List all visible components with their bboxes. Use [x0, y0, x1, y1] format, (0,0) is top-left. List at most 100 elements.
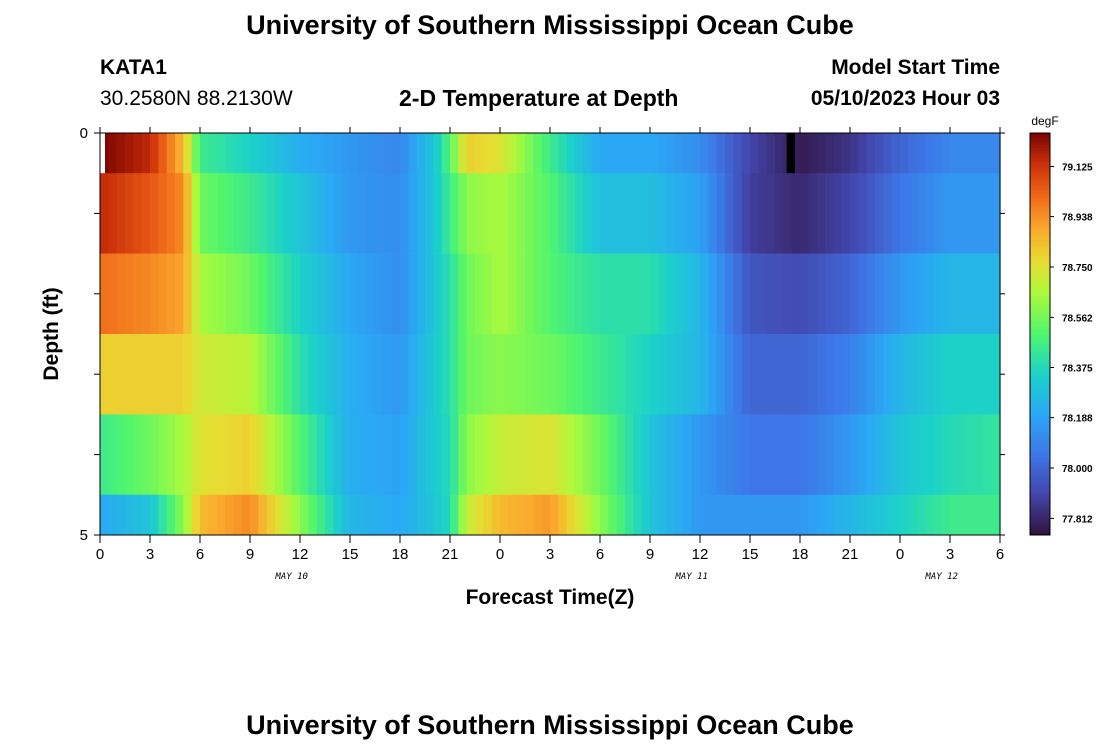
heatmap-cell [950, 494, 959, 536]
heatmap-cell [358, 414, 368, 496]
heatmap-cell [683, 173, 693, 254]
heatmap-cell [691, 253, 701, 335]
heatmap-cell [975, 173, 984, 254]
heatmap-cell [383, 334, 393, 415]
heatmap-cell [341, 253, 351, 335]
heatmap-cell [575, 173, 584, 254]
heatmap-cell [616, 414, 626, 496]
colorbar-swatch [1030, 276, 1050, 280]
heatmap-cell [416, 414, 426, 496]
colorbar-swatch [1030, 185, 1050, 189]
colorbar-swatch [1030, 467, 1050, 471]
heatmap-cell [258, 173, 268, 254]
heatmap-cell [425, 173, 434, 254]
heatmap-cell [400, 253, 409, 335]
heatmap-cell [241, 494, 251, 536]
heatmap-cell [575, 494, 584, 536]
heatmap-cell [950, 253, 959, 335]
heatmap-cell [608, 494, 618, 536]
heatmap-cell [141, 173, 151, 254]
colorbar-swatch [1030, 379, 1050, 383]
colorbar-swatch [1030, 268, 1050, 272]
heatmap-cell [466, 133, 476, 174]
heatmap-cell [775, 334, 784, 415]
colorbar-frame [1029, 132, 1051, 536]
heatmap-cell [966, 494, 976, 536]
heatmap-cell [158, 173, 168, 254]
heatmap-cell [391, 133, 401, 174]
heatmap-cell [175, 173, 184, 254]
heatmap-cell [175, 133, 184, 174]
heatmap-cell [150, 253, 159, 335]
heatmap-cell [991, 173, 1001, 254]
heatmap-cell [908, 414, 918, 496]
colorbar-swatch [1030, 351, 1050, 355]
heatmap-cell [708, 414, 718, 496]
heatmap-cell [791, 414, 801, 496]
heatmap-cell [816, 334, 826, 415]
heatmap-cell [658, 253, 668, 335]
temperature-heatmap-chart: 0 3 6 9 12 15 18 21 0 3 6 9 12 15 18 21 0 3 6 MAY 10 MAY 11 M… [40, 114, 1093, 609]
heatmap-cell [441, 133, 451, 174]
heatmap-cell [525, 494, 534, 536]
colorbar-swatch [1030, 381, 1050, 385]
heatmap-cell [908, 173, 918, 254]
heatmap-cell [725, 133, 734, 174]
heatmap-cell [458, 494, 468, 536]
heatmap-cell [700, 253, 709, 335]
heatmap-cell [766, 133, 776, 174]
heatmap-cell [383, 253, 393, 335]
heatmap-cell [858, 414, 868, 496]
heatmap-cell [908, 334, 918, 415]
heatmap-cell [633, 334, 643, 415]
heatmap-cell [383, 494, 393, 536]
heatmap-cell [575, 414, 584, 496]
heatmap-cell [875, 133, 884, 174]
heatmap-cell [933, 334, 943, 415]
heatmap-cell [550, 173, 559, 254]
colorbar-swatch [1030, 193, 1050, 197]
heatmap-cell [983, 334, 993, 415]
colorbar-swatch [1030, 145, 1050, 149]
heatmap-cell [200, 173, 209, 254]
heatmap-cell [875, 494, 884, 536]
colorbar-label: 78.562 [1062, 313, 1093, 324]
heatmap-cell [350, 414, 359, 496]
colorbar-swatch [1030, 316, 1050, 320]
heatmap-cell [716, 334, 726, 415]
heatmap-cell [458, 414, 468, 496]
heatmap-cell [225, 334, 234, 415]
colorbar-swatch [1030, 291, 1050, 295]
heatmap-cell [208, 253, 218, 335]
heatmap-cell [866, 334, 876, 415]
heatmap-cell [758, 494, 768, 536]
colorbar-swatch [1030, 474, 1050, 478]
heatmap-cell [833, 414, 843, 496]
heatmap-cell [508, 494, 518, 536]
colorbar-swatch [1030, 215, 1050, 219]
heatmap-cell [800, 494, 809, 536]
heatmap-cell [391, 253, 401, 335]
date-label: MAY 11 [674, 572, 708, 582]
colorbar-swatch [1030, 138, 1050, 142]
heatmap-cell [775, 253, 784, 335]
heatmap-cell [508, 253, 518, 335]
heatmap-cell [225, 253, 234, 335]
heatmap-cell [683, 133, 693, 174]
heatmap-cell [691, 173, 701, 254]
heatmap-cell [816, 253, 826, 335]
heatmap-cell [333, 494, 343, 536]
heatmap-cell [125, 414, 134, 496]
heatmap-cell [166, 494, 176, 536]
colorbar-swatch [1030, 389, 1050, 393]
heatmap-cell [716, 414, 726, 496]
heatmap-cell [816, 133, 826, 174]
heatmap-cell [475, 494, 484, 536]
x-tick-label: 21 [842, 546, 859, 563]
heatmap-cell [516, 494, 526, 536]
heatmap-cell [341, 173, 351, 254]
colorbar-swatch [1030, 228, 1050, 232]
heatmap-cell [591, 494, 601, 536]
heatmap-cell [341, 334, 351, 415]
heatmap-cell [150, 133, 159, 174]
